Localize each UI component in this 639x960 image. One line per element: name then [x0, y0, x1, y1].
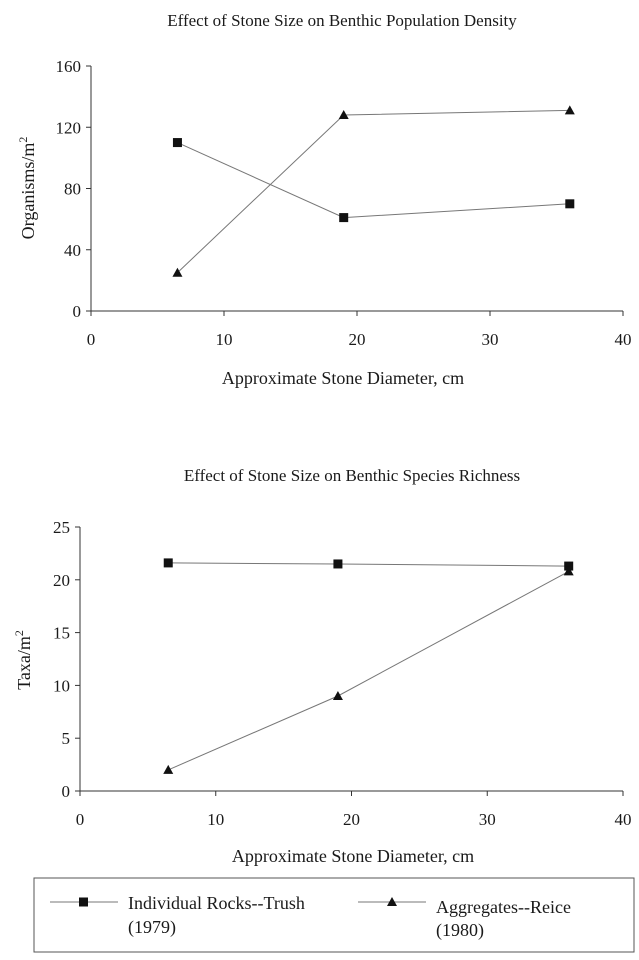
- species-richness-chart: Effect of Stone Size on Benthic Species …: [12, 466, 632, 866]
- x-tick-label: 40: [615, 810, 632, 829]
- population-density-chart: Effect of Stone Size on Benthic Populati…: [16, 11, 632, 388]
- y-tick-label: 20: [53, 571, 70, 590]
- x-tick-label: 20: [343, 810, 360, 829]
- y-axis-label-superscript: 2: [12, 630, 26, 636]
- y-tick-label: 10: [53, 676, 70, 695]
- y-axis-label-superscript: 2: [16, 137, 30, 143]
- series-line: [177, 142, 570, 219]
- x-tick-label: 10: [207, 810, 224, 829]
- chart-title: Effect of Stone Size on Benthic Species …: [184, 466, 520, 485]
- plot-area: 0 40 80 120 160 0 10 20 30 40: [56, 57, 632, 349]
- chart-title: Effect of Stone Size on Benthic Populati…: [167, 11, 517, 30]
- y-tick-label: 160: [56, 57, 82, 76]
- series-line: [168, 570, 569, 771]
- triangle-marker-icon: [387, 897, 397, 906]
- y-tick-label: 40: [64, 241, 81, 260]
- x-tick-label: 0: [87, 330, 96, 349]
- square-marker: [333, 559, 343, 569]
- legend-label: Individual Rocks--Trush: [128, 893, 305, 913]
- series-line: [168, 562, 569, 567]
- y-tick-label: 80: [64, 180, 81, 199]
- legend-label: Aggregates--Reice: [436, 897, 571, 917]
- x-axis-label: Approximate Stone Diameter, cm: [232, 846, 474, 866]
- triangle-marker: [338, 110, 349, 119]
- square-marker: [565, 199, 575, 209]
- square-marker: [339, 213, 349, 223]
- x-tick-label: 30: [482, 330, 499, 349]
- square-marker: [564, 561, 574, 571]
- series-line: [177, 109, 570, 274]
- y-axis-label-text: Taxa/m: [14, 636, 34, 690]
- x-tick-label: 30: [479, 810, 496, 829]
- y-tick-label: 0: [73, 302, 82, 321]
- y-axis-label-text: Organisms/m: [18, 143, 38, 240]
- y-tick-label: 5: [62, 729, 71, 748]
- x-tick-label: 20: [349, 330, 366, 349]
- square-marker-icon: [79, 897, 88, 907]
- triangle-marker: [172, 267, 183, 277]
- square-marker: [172, 138, 182, 148]
- y-axis-label: Taxa/m2: [12, 630, 34, 690]
- x-axis-label: Approximate Stone Diameter, cm: [222, 368, 464, 388]
- y-axis-label: Organisms/m2: [16, 137, 38, 240]
- triangle-marker: [564, 105, 575, 115]
- x-tick-label: 40: [615, 330, 632, 349]
- legend-frame: [33, 877, 635, 953]
- legend-item-aggregates: Aggregates--Reice (1980): [358, 897, 571, 941]
- legend-label-year: (1980): [436, 920, 484, 941]
- x-tick-label: 0: [76, 810, 85, 829]
- triangle-marker: [332, 690, 343, 700]
- x-tick-label: 10: [216, 330, 233, 349]
- y-tick-label: 120: [56, 118, 82, 137]
- triangle-marker: [563, 566, 574, 576]
- y-tick-label: 25: [53, 518, 70, 537]
- y-tick-label: 15: [53, 624, 70, 643]
- legend-label-year: (1979): [128, 917, 176, 938]
- legend: Individual Rocks--Trush (1979) Aggregate…: [33, 877, 635, 953]
- plot-area: 0 5 10 15 20 25 0 10 20 30 40: [53, 518, 632, 829]
- square-marker: [163, 558, 173, 568]
- legend-item-individual-rocks: Individual Rocks--Trush (1979): [50, 893, 305, 938]
- y-tick-label: 0: [62, 782, 71, 801]
- triangle-marker: [163, 764, 174, 774]
